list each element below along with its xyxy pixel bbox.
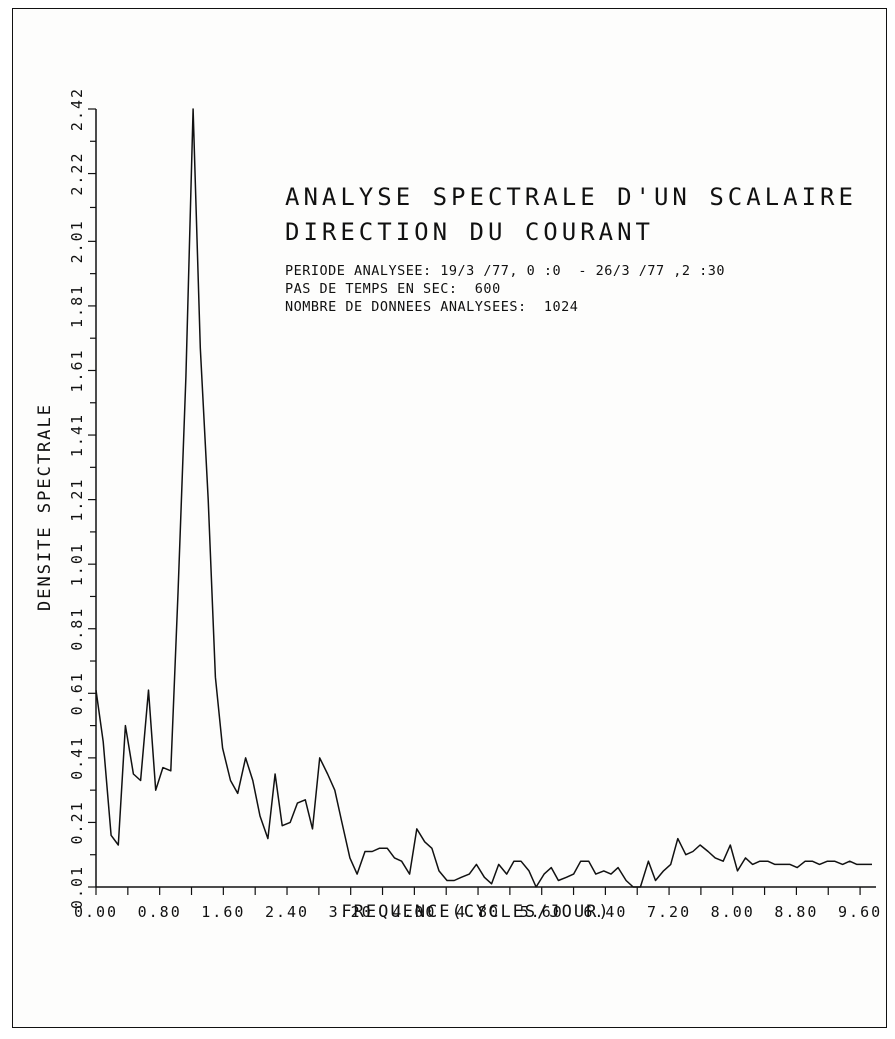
- spectral-density-line: [95, 108, 872, 888]
- y-tick-label: 0.21: [68, 800, 86, 844]
- x-tick-label: 9.60: [838, 903, 882, 921]
- y-tick-label: 1.01: [68, 542, 86, 586]
- x-axis-label: FREQUENCE(CYCLES/JOUR): [341, 902, 610, 922]
- annotation-data-count: NOMBRE DE DONNEES ANALYSEES: 1024: [285, 299, 578, 315]
- x-tick-label: 7.20: [647, 903, 691, 921]
- y-tick-label: 2.01: [68, 219, 86, 263]
- spectral-density-chart: 0.00 0.80 1.60 2.40 3.20 4.00 4.80 5.60 6.40 7.20…: [35, 87, 882, 922]
- chart-subtitle: DIRECTION DU COURANT: [285, 218, 654, 246]
- y-tick-label: 1.21: [68, 478, 86, 522]
- y-tick-label: 1.61: [68, 348, 86, 392]
- y-axis-label: DENSITE SPECTRALE: [35, 403, 55, 611]
- y-tick-label: 0.61: [68, 671, 86, 715]
- x-tick-label: 4.00: [392, 903, 436, 921]
- x-tick-label: 5.60: [520, 903, 564, 921]
- chart-frame: 0.00 0.80 1.60 2.40 3.20 4.00 4.80 5.60 6.40 7.20…: [12, 8, 887, 1028]
- y-tick-label: 0.81: [68, 607, 86, 651]
- y-tick-label: 2.42: [68, 87, 86, 131]
- chart-title: ANALYSE SPECTRALE D'UN SCALAIRE: [285, 183, 857, 211]
- y-tick-label: 1.41: [68, 413, 86, 457]
- x-tick-label: 0.00: [74, 903, 118, 921]
- x-tick-label: 8.00: [711, 903, 755, 921]
- annotation-period: PERIODE ANALYSEE: 19/3 /77, 0 :0 - 26/3 …: [285, 263, 725, 279]
- x-tick-label: 0.80: [138, 903, 182, 921]
- y-tick-label: 0.41: [68, 736, 86, 780]
- y-tick-label: 0.01: [68, 865, 86, 909]
- x-tick-label: 4.80: [456, 903, 500, 921]
- x-tick-label: 1.60: [201, 903, 245, 921]
- x-tick-label: 2.40: [265, 903, 309, 921]
- x-tick-label: 3.20: [329, 903, 373, 921]
- x-tick-label: 6.40: [583, 903, 627, 921]
- tick-labels: 0.00 0.80 1.60 2.40 3.20 4.00 4.80 5.60 6.40 7.20…: [68, 87, 882, 921]
- x-tick-label: 8.80: [774, 903, 818, 921]
- y-tick-label: 1.81: [68, 284, 86, 328]
- annotation-time-step: PAS DE TEMPS EN SEC: 600: [285, 281, 501, 297]
- y-tick-label: 2.22: [68, 152, 86, 196]
- axis-ticks: [88, 108, 861, 895]
